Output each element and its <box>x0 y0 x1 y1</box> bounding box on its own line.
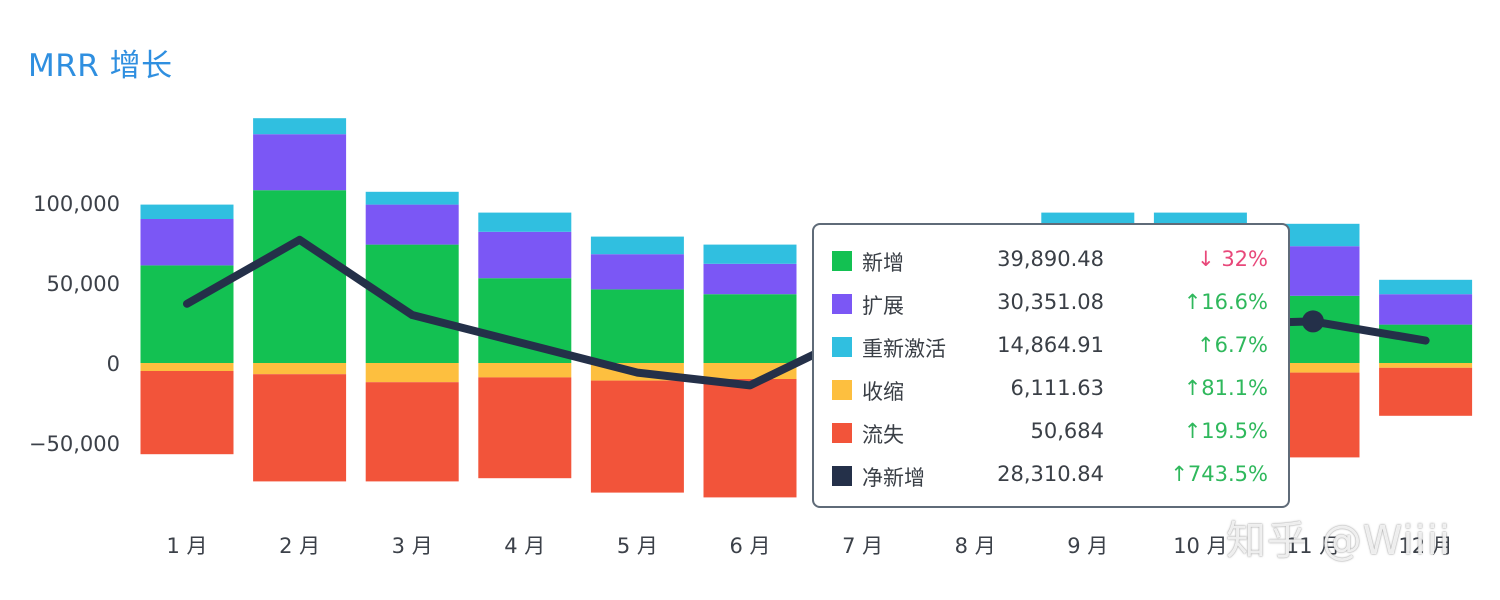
x-axis: 1 月 2 月 3 月 4 月 5 月 6 月 7 月 8 月 9 月 10 月 11 月 12 月 <box>166 534 1452 558</box>
x-tick-label: 1 月 <box>166 534 207 558</box>
tooltip-change: ↑16.6% <box>1183 290 1268 314</box>
bar-收缩-11[interactable] <box>1266 363 1360 373</box>
x-tick-label: 9 月 <box>1067 534 1108 558</box>
x-tick-label: 11 月 <box>1286 534 1340 558</box>
x-tick-label: 7 月 <box>842 534 883 558</box>
tooltip-row: 重新激活 14,864.91 ↑6.7% <box>814 327 1288 367</box>
y-axis: 100,000 50,000 0 −50,000 <box>29 192 120 456</box>
bar-新增-2[interactable] <box>253 190 347 363</box>
bar-流失-12[interactable] <box>1379 367 1473 416</box>
bar-流失-4[interactable] <box>478 377 572 479</box>
legend-swatch <box>832 466 852 486</box>
bar-收缩-4[interactable] <box>478 363 572 378</box>
tooltip-change: ↑6.7% <box>1197 333 1268 357</box>
tooltip-label: 收缩 <box>862 380 904 404</box>
y-tick-label: −50,000 <box>29 432 120 456</box>
bar-重新激活-2[interactable] <box>253 118 347 135</box>
bar-扩展-1[interactable] <box>140 219 234 266</box>
tooltip-value: 39,890.48 <box>997 247 1104 271</box>
bar-收缩-2[interactable] <box>253 363 347 375</box>
x-tick-label: 2 月 <box>279 534 320 558</box>
bar-新增-3[interactable] <box>365 244 459 363</box>
bar-扩展-6[interactable] <box>703 263 797 295</box>
bar-重新激活-12[interactable] <box>1379 279 1473 295</box>
tooltip-row: 流失 50,684 ↑19.5% <box>814 413 1288 453</box>
legend-swatch <box>832 380 852 400</box>
bar-扩展-3[interactable] <box>365 204 459 245</box>
bar-重新激活-4[interactable] <box>478 212 572 232</box>
watermark: 知乎 @Wiiii <box>1226 518 1451 564</box>
bar-收缩-3[interactable] <box>365 363 459 383</box>
bar-扩展-2[interactable] <box>253 134 347 191</box>
tooltip-change: ↑743.5% <box>1170 462 1268 486</box>
tooltip-row: 扩展 30,351.08 ↑16.6% <box>814 284 1288 324</box>
bar-重新激活-1[interactable] <box>140 204 234 219</box>
bar-流失-5[interactable] <box>590 380 684 493</box>
bar-扩展-5[interactable] <box>590 254 684 290</box>
tooltip-value: 50,684 <box>1030 419 1104 443</box>
bar-流失-3[interactable] <box>365 382 459 482</box>
tooltip-row: 收缩 6,111.63 ↑81.1% <box>814 370 1288 410</box>
tooltip-label: 新增 <box>862 251 904 275</box>
x-tick-label: 3 月 <box>392 534 433 558</box>
bar-重新激活-5[interactable] <box>590 236 684 255</box>
tooltip-change: ↓ 32% <box>1197 247 1268 271</box>
y-tick-label: 100,000 <box>33 192 120 216</box>
tooltip-label: 重新激活 <box>862 337 946 361</box>
tooltip-panel: 新增 39,890.48 ↓ 32% 扩展 30,351.08 ↑16.6% 重新激活 14,… <box>812 223 1290 508</box>
bar-扩展-12[interactable] <box>1379 294 1473 325</box>
tooltip-value: 30,351.08 <box>997 290 1104 314</box>
bar-新增-5[interactable] <box>590 289 684 363</box>
bar-新增-6[interactable] <box>703 294 797 363</box>
bar-流失-1[interactable] <box>140 371 234 455</box>
tooltip-label: 净新增 <box>862 466 925 490</box>
chart-title: MRR 增长 <box>28 48 173 84</box>
bar-重新激活-6[interactable] <box>703 244 797 264</box>
bar-扩展-4[interactable] <box>478 231 572 279</box>
y-tick-label: 50,000 <box>47 272 120 296</box>
y-tick-label: 0 <box>107 352 120 376</box>
tooltip-value: 6,111.63 <box>1010 376 1104 400</box>
tooltip-change: ↑81.1% <box>1183 376 1268 400</box>
tooltip-row: 净新增 28,310.84 ↑743.5% <box>814 456 1288 496</box>
tooltip-row: 新增 39,890.48 ↓ 32% <box>814 241 1288 281</box>
bar-流失-2[interactable] <box>253 374 347 482</box>
tooltip-change: ↑19.5% <box>1183 419 1268 443</box>
legend-swatch <box>832 423 852 443</box>
line-point-highlight[interactable] <box>1302 310 1324 333</box>
tooltip-value: 14,864.91 <box>997 333 1104 357</box>
bar-收缩-1[interactable] <box>140 363 234 371</box>
x-tick-label: 5 月 <box>617 534 658 558</box>
tooltip-label: 扩展 <box>862 294 904 318</box>
x-tick-label: 8 月 <box>955 534 996 558</box>
bar-新增-1[interactable] <box>140 265 234 363</box>
bar-流失-6[interactable] <box>703 379 797 498</box>
bar-收缩-12[interactable] <box>1379 363 1473 368</box>
bar-重新激活-3[interactable] <box>365 191 459 205</box>
x-tick-label: 6 月 <box>729 534 770 558</box>
legend-swatch <box>832 337 852 357</box>
tooltip-value: 28,310.84 <box>997 462 1104 486</box>
x-tick-label: 4 月 <box>504 534 545 558</box>
legend-swatch <box>832 294 852 314</box>
legend-swatch <box>832 251 852 271</box>
x-tick-label: 10 月 <box>1173 534 1227 558</box>
x-tick-label: 12 月 <box>1398 534 1452 558</box>
tooltip-label: 流失 <box>862 423 904 447</box>
